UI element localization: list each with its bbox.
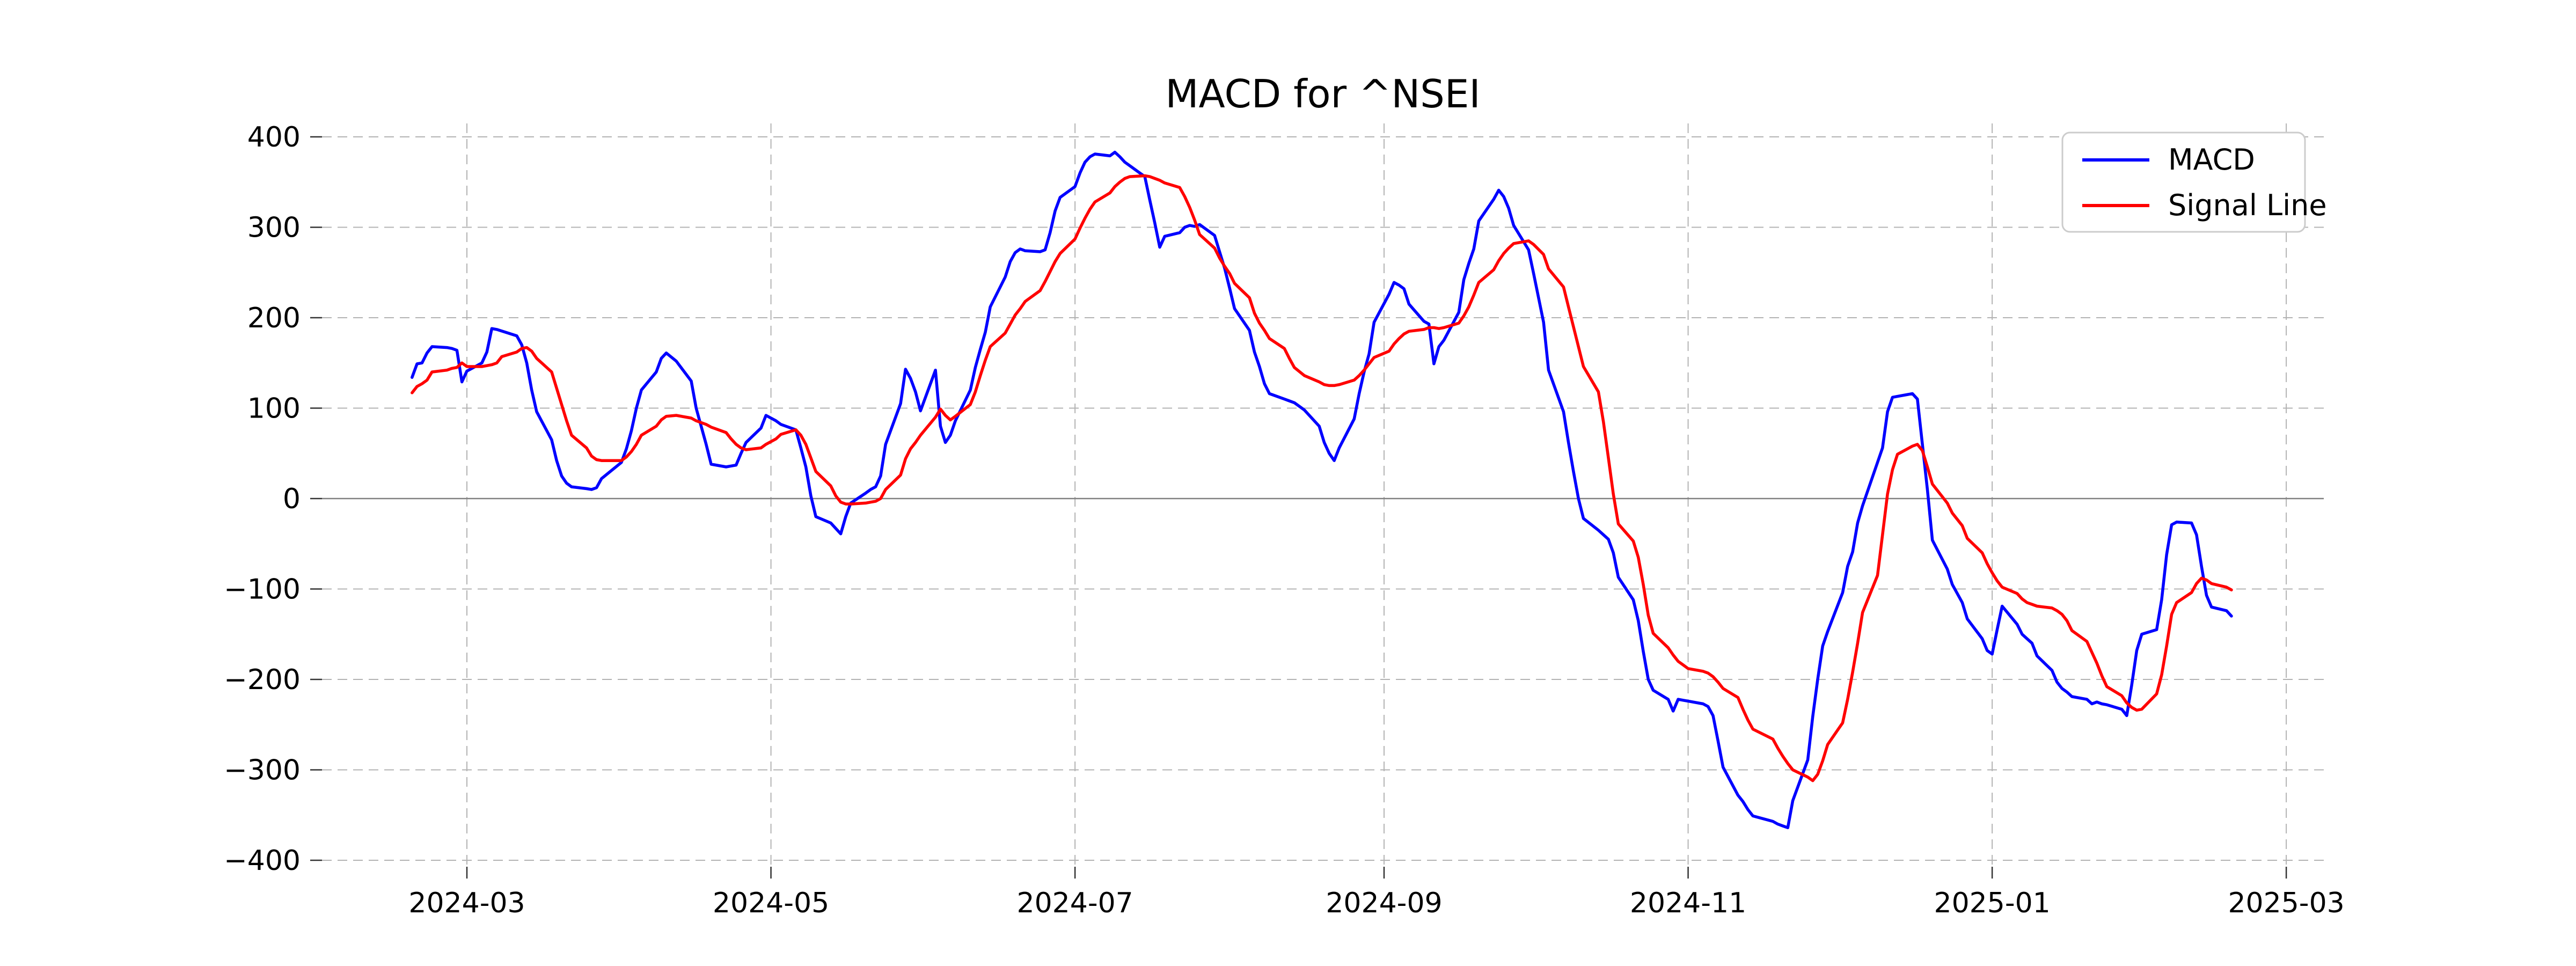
data-series: [411, 150, 2233, 830]
axis-tick-marks: [310, 136, 2287, 879]
x-tick-label: 2025-01: [1934, 887, 2050, 919]
y-tick-label: −400: [224, 845, 301, 877]
y-tick-label: −200: [224, 664, 301, 696]
y-tick-label: −100: [224, 574, 301, 606]
legend[interactable]: MACD Signal Line: [2061, 131, 2327, 233]
x-tick-label: 2024-11: [1630, 887, 1746, 919]
legend-macd-label: MACD: [2168, 143, 2255, 177]
y-tick-label: −300: [224, 755, 301, 787]
x-tick-label: 2025-03: [2228, 887, 2344, 919]
macd-line[interactable]: [411, 150, 2233, 830]
x-tick-label: 2024-09: [1326, 887, 1442, 919]
y-tick-label: 300: [247, 212, 301, 244]
x-tick-label: 2024-05: [713, 887, 829, 919]
y-tick-label: 400: [247, 121, 301, 153]
legend-signal-label: Signal Line: [2168, 188, 2327, 222]
x-tick-label: 2024-03: [408, 887, 525, 919]
y-tick-label: 200: [247, 302, 301, 334]
y-tick-label: 100: [247, 393, 301, 425]
gridlines: [322, 123, 2324, 867]
chart-title: MACD for ^NSEI: [1165, 71, 1480, 116]
x-axis-tick-labels: 2024-03 2024-05 2024-07 2024-09 2024-11 2025-…: [408, 887, 2344, 919]
y-axis-tick-labels: 400 300 200 100 0 −100 −200 −300 −400: [224, 121, 301, 877]
x-tick-label: 2024-07: [1016, 887, 1133, 919]
signal-line[interactable]: [411, 174, 2233, 782]
y-tick-label: 0: [283, 483, 301, 515]
